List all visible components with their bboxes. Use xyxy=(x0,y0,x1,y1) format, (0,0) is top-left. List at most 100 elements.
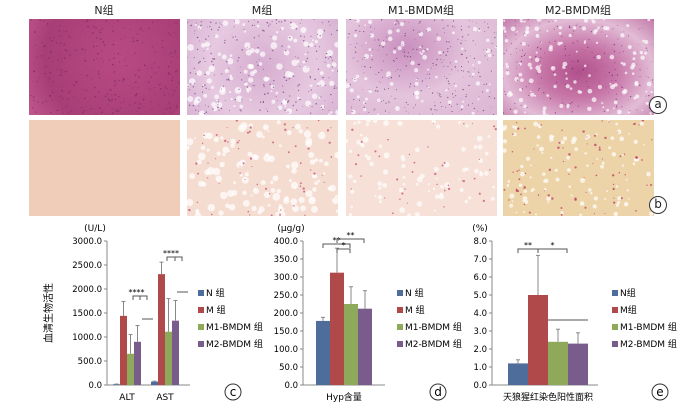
bar-ALT-0 xyxy=(113,384,120,385)
legend-swatch xyxy=(612,324,618,330)
column-title-m1: M1-BMDM组 xyxy=(387,4,455,17)
bar-天狼猩红染色阳性面积-2 xyxy=(548,341,568,385)
y-tick-label: 1000.0 xyxy=(72,333,102,343)
significance-bracket xyxy=(174,256,183,261)
y-tick-label: 0.0 xyxy=(284,381,298,391)
bar-Hyp含量-3 xyxy=(358,308,372,385)
legend-label: N组 xyxy=(620,287,636,299)
y-tick-label: 3000.0 xyxy=(72,237,102,247)
legend-swatch xyxy=(397,307,403,313)
y-tick-label: 7.0 xyxy=(473,255,487,265)
significance-stars: **** xyxy=(129,288,145,297)
y-tick-label: 500.0 xyxy=(78,357,102,367)
bar-ALT-2 xyxy=(127,353,134,385)
legend-label: M 组 xyxy=(405,304,425,316)
significance-bracket xyxy=(537,248,568,253)
legend-swatch xyxy=(198,307,204,313)
x-tick-label: Hyp含量 xyxy=(326,391,362,403)
y-tick-label: 5.0 xyxy=(473,291,487,301)
y-tick-label: 2.0 xyxy=(473,345,487,355)
legend-label: M1-BMDM 组 xyxy=(206,321,263,333)
legend-label: M2-BMDM 组 xyxy=(405,338,462,350)
y-tick-label: 4.0 xyxy=(473,309,487,319)
legend-swatch xyxy=(397,290,403,296)
sirius-image-m2 xyxy=(503,120,654,216)
significance-bracket xyxy=(139,295,148,300)
y-tick-label: 1500.0 xyxy=(72,309,102,319)
bar-AST-3 xyxy=(172,320,179,385)
unit-label: (μg/g) xyxy=(277,224,304,234)
panel-label-circle xyxy=(429,383,447,401)
legend-swatch xyxy=(198,324,204,330)
he-image-m xyxy=(187,19,338,115)
column-title-n: N组 xyxy=(94,4,114,17)
significance-stars: ** xyxy=(524,241,532,250)
y-tick-label: 2000.0 xyxy=(72,285,102,295)
unit-label: (%) xyxy=(472,224,488,234)
y-tick-label: 250.0 xyxy=(274,291,298,301)
panel-label: c xyxy=(230,385,237,399)
legend-label: M1-BMDM 组 xyxy=(620,321,677,333)
bar-ALT-3 xyxy=(134,341,141,385)
bar-天狼猩红染色阳性面积-0 xyxy=(508,363,528,385)
legend-swatch xyxy=(612,341,618,347)
y-tick-label: 50.0 xyxy=(279,363,298,373)
y-tick-label: 0.0 xyxy=(473,381,487,391)
panel-label: e xyxy=(656,385,663,399)
legend-label: M2-BMDM 组 xyxy=(206,338,263,350)
y-tick-label: 0.0 xyxy=(88,381,102,391)
legend-swatch xyxy=(198,341,204,347)
sirius-image-m1 xyxy=(346,120,497,216)
panel-label-a: a xyxy=(649,96,667,114)
y-tick-label: 2500.0 xyxy=(72,261,102,271)
panel-label-circle xyxy=(224,383,242,401)
bar-Hyp含量-0 xyxy=(316,320,330,385)
y-tick-label: 400.0 xyxy=(274,237,298,247)
legend-label: M2-BMDM 组 xyxy=(620,338,677,350)
bar-天狼猩红染色阳性面积-1 xyxy=(528,295,548,385)
panel-label-circle xyxy=(651,383,669,401)
y-tick-label: 350.0 xyxy=(274,255,298,265)
y-tick-label: 100.0 xyxy=(274,345,298,355)
y-tick-label: 150.0 xyxy=(274,327,298,337)
legend-label: N 组 xyxy=(206,287,225,299)
legend-swatch xyxy=(612,307,618,313)
y-tick-label: 1.0 xyxy=(473,363,487,373)
legend-label: N 组 xyxy=(405,287,424,299)
panel-label: d xyxy=(434,385,442,399)
significance-stars: **** xyxy=(163,249,179,258)
bar-ALT-1 xyxy=(120,315,127,385)
bar-天狼猩红染色阳性面积-3 xyxy=(568,343,588,385)
legend-swatch xyxy=(612,290,618,296)
significance-bracket xyxy=(322,243,351,248)
unit-label: (U/L) xyxy=(84,224,106,234)
sirius-image-n xyxy=(29,120,180,216)
he-image-m1 xyxy=(346,19,497,115)
bar-AST-2 xyxy=(165,331,172,385)
legend-label: M 组 xyxy=(206,304,226,316)
legend-swatch xyxy=(397,341,403,347)
y-tick-label: 8.0 xyxy=(473,237,487,247)
bar-Hyp含量-1 xyxy=(330,272,344,385)
legend-label: M1-BMDM 组 xyxy=(405,321,462,333)
y-tick-label: 300.0 xyxy=(274,273,298,283)
bar-Hyp含量-2 xyxy=(344,304,358,385)
significance-stars: * xyxy=(551,241,555,250)
significance-stars: ** xyxy=(347,231,355,240)
he-image-m2 xyxy=(503,19,654,115)
legend-label: M组 xyxy=(620,304,637,316)
column-title-m2: M2-BMDM组 xyxy=(544,4,612,17)
x-tick-label: AST xyxy=(156,393,174,403)
y-tick-label: 3.0 xyxy=(473,327,487,337)
x-tick-label: 天狼猩红染色阳性面积 xyxy=(503,391,593,403)
significance-stars: * xyxy=(342,241,346,250)
bar-AST-1 xyxy=(158,274,165,385)
y-axis-label: 血清生物活性 xyxy=(42,283,55,343)
he-image-n xyxy=(29,19,180,115)
column-title-m: M组 xyxy=(251,4,273,17)
significance-bracket xyxy=(336,248,351,253)
panel-label-b: b xyxy=(649,196,667,214)
x-tick-label: ALT xyxy=(119,393,135,403)
